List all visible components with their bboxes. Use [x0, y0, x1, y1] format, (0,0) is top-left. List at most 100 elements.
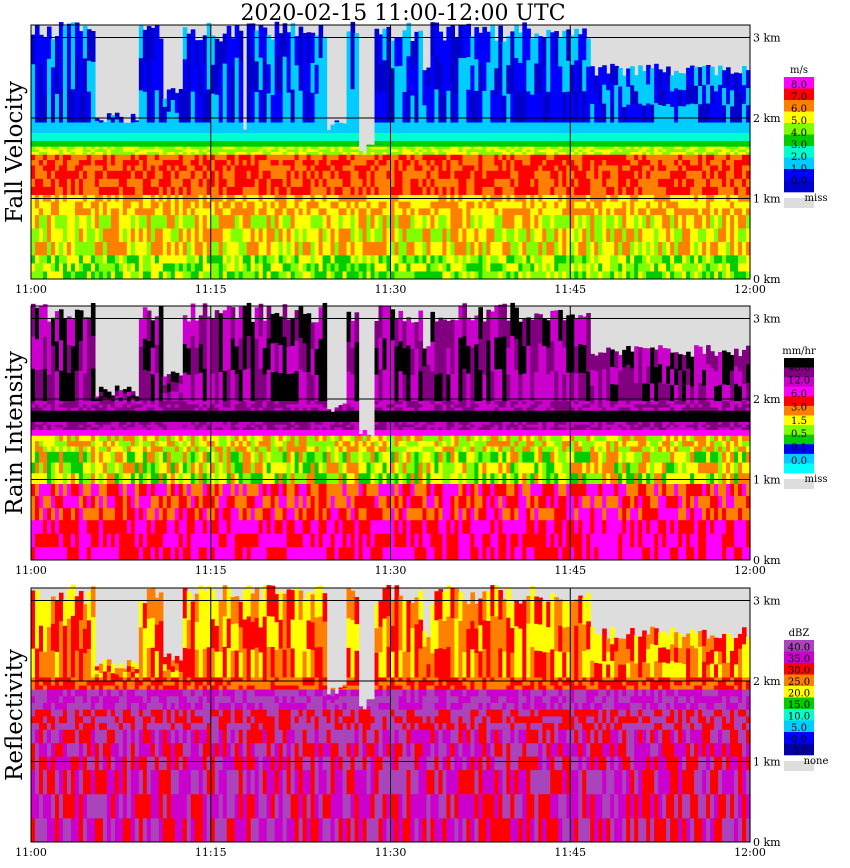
heatmap-cell: [58, 132, 64, 136]
heatmap-cell: [534, 144, 539, 147]
heatmap-cell: [498, 254, 503, 264]
heatmap-cell: [134, 120, 140, 122]
heatmap-cell: [74, 151, 80, 155]
heatmap-cell: [594, 148, 599, 153]
heatmap-cell: [286, 207, 292, 216]
heatmap-cell: [634, 122, 639, 127]
heatmap-cell: [282, 132, 288, 136]
heatmap-cell: [486, 91, 491, 123]
heatmap-cell: [318, 142, 324, 145]
heatmap-cell: [326, 151, 332, 155]
heatmap-cell: [478, 214, 483, 229]
heatmap-cell: [238, 201, 244, 209]
heatmap-cell: [270, 94, 276, 123]
heatmap-cell: [698, 137, 703, 142]
heatmap-cell: [430, 241, 436, 256]
heatmap-cell: [350, 262, 356, 272]
heatmap-cell: [366, 144, 372, 146]
heatmap-cell: [694, 103, 699, 123]
heatmap-cell: [230, 137, 236, 142]
heatmap-cell: [158, 122, 164, 127]
heatmap-cell: [302, 142, 308, 145]
heatmap-cell: [370, 186, 376, 195]
heatmap-cell: [430, 140, 436, 143]
heatmap-cell: [150, 122, 156, 127]
heatmap-cell: [74, 178, 80, 187]
heatmap-cell: [226, 154, 232, 161]
heatmap-cell: [146, 207, 152, 216]
heatmap-cell: [294, 135, 300, 139]
heatmap-cell: [362, 241, 368, 256]
heatmap-cell: [354, 254, 360, 264]
heatmap-cell: [162, 125, 168, 130]
heatmap-cell: [346, 214, 352, 229]
heatmap-cell: [614, 186, 619, 195]
heatmap-cell: [154, 159, 160, 166]
heatmap-cell: [350, 146, 356, 150]
heatmap-cell: [382, 148, 388, 153]
heatmap-cell: [542, 228, 547, 242]
heatmap-cell: [450, 262, 456, 272]
heatmap-cell: [590, 178, 595, 187]
heatmap-cell: [190, 270, 196, 280]
heatmap-cell: [334, 135, 340, 139]
heatmap-cell: [230, 214, 236, 229]
heatmap-cell: [282, 144, 288, 147]
heatmap-cell: [610, 164, 615, 171]
heatmap-cell: [470, 262, 475, 272]
heatmap-cell: [670, 144, 675, 147]
heatmap-cell: [574, 270, 579, 280]
heatmap-cell: [510, 201, 515, 209]
heatmap-cell: [342, 178, 348, 187]
heatmap-cell: [270, 254, 276, 264]
heatmap-cell: [31, 151, 36, 155]
heatmap-cell: [562, 228, 567, 242]
heatmap-cell: [130, 178, 136, 187]
heatmap-cell: [446, 135, 452, 139]
heatmap-cell: [546, 125, 551, 130]
heatmap-cell: [570, 142, 575, 145]
heatmap-cell: [502, 122, 507, 127]
heatmap-cell: [70, 129, 76, 133]
heatmap-cell: [370, 214, 376, 229]
heatmap-cell: [90, 262, 96, 272]
heatmap-cell: [202, 262, 208, 272]
heatmap-cell: [70, 214, 76, 229]
heatmap-cell: [90, 186, 96, 195]
heatmap-cell: [594, 207, 599, 216]
heatmap-cell: [486, 122, 491, 127]
heatmap-cell: [630, 262, 635, 272]
heatmap-cell: [230, 270, 236, 280]
heatmap-cell: [538, 122, 543, 127]
heatmap-cell: [654, 154, 659, 161]
heatmap-cell: [254, 154, 260, 161]
heatmap-cell: [534, 125, 539, 130]
heatmap-cell: [310, 228, 316, 242]
heatmap-cell: [330, 135, 336, 139]
heatmap-cell: [434, 55, 440, 90]
heatmap-cell: [426, 262, 432, 272]
heatmap-cell: [210, 142, 216, 145]
heatmap-cell: [206, 148, 212, 153]
heatmap-cell: [362, 207, 368, 216]
heatmap-cell: [90, 122, 96, 127]
heatmap-cell: [134, 228, 140, 242]
heatmap-cell: [410, 144, 416, 147]
heatmap-cell: [594, 137, 599, 142]
heatmap-cell: [114, 112, 120, 117]
heatmap-cell: [446, 58, 452, 91]
heatmap-cell: [50, 228, 56, 242]
heatmap-cell: [298, 214, 304, 229]
heatmap-cell: [686, 67, 691, 87]
heatmap-cell: [86, 144, 92, 147]
heatmap-cell: [354, 154, 360, 161]
heatmap-cell: [342, 170, 348, 179]
heatmap-cell: [642, 132, 647, 136]
heatmap-cell: [98, 125, 104, 130]
heatmap-cell: [394, 65, 400, 95]
heatmap-cell: [286, 151, 292, 155]
heatmap-cell: [458, 125, 463, 130]
heatmap-cell: [238, 207, 244, 216]
heatmap-cell: [538, 36, 543, 66]
heatmap-cell: [70, 122, 76, 127]
